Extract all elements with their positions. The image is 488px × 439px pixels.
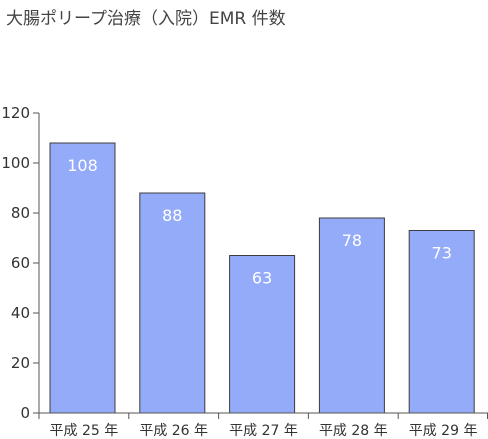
y-tick-label: 120 xyxy=(1,104,30,122)
data-label: 108 xyxy=(67,156,98,175)
data-labels: 108 88 63 78 73 xyxy=(67,156,452,288)
x-category-label: 平成 29 年 xyxy=(409,423,478,439)
x-category-label: 平成 25 年 xyxy=(50,423,119,439)
data-label: 88 xyxy=(162,206,182,225)
y-tick-label: 20 xyxy=(11,354,30,372)
x-category-label: 平成 26 年 xyxy=(139,423,208,439)
bar xyxy=(229,255,296,414)
y-tick-label: 100 xyxy=(1,154,30,172)
y-tick-label: 0 xyxy=(20,404,30,422)
data-label: 78 xyxy=(342,231,362,250)
x-category-label: 平成 28 年 xyxy=(319,423,388,439)
bar xyxy=(408,230,475,414)
x-category-label: 平成 27 年 xyxy=(229,423,298,439)
y-tick-label: 40 xyxy=(11,304,30,322)
bar xyxy=(318,217,385,414)
y-axis-ticks: 0 20 40 60 80 100 120 xyxy=(1,104,40,422)
bar xyxy=(49,142,116,414)
data-label: 63 xyxy=(252,269,272,288)
data-label: 73 xyxy=(432,244,452,263)
chart-title: 大腸ポリープ治療（入院）EMR 件数 xyxy=(6,9,286,29)
y-tick-label: 60 xyxy=(11,254,30,272)
bar xyxy=(139,192,206,414)
y-tick-label: 80 xyxy=(11,204,30,222)
x-axis: 平成 25 年 平成 26 年 平成 27 年 平成 28 年 平成 29 年 xyxy=(38,412,488,439)
bars xyxy=(49,142,475,414)
